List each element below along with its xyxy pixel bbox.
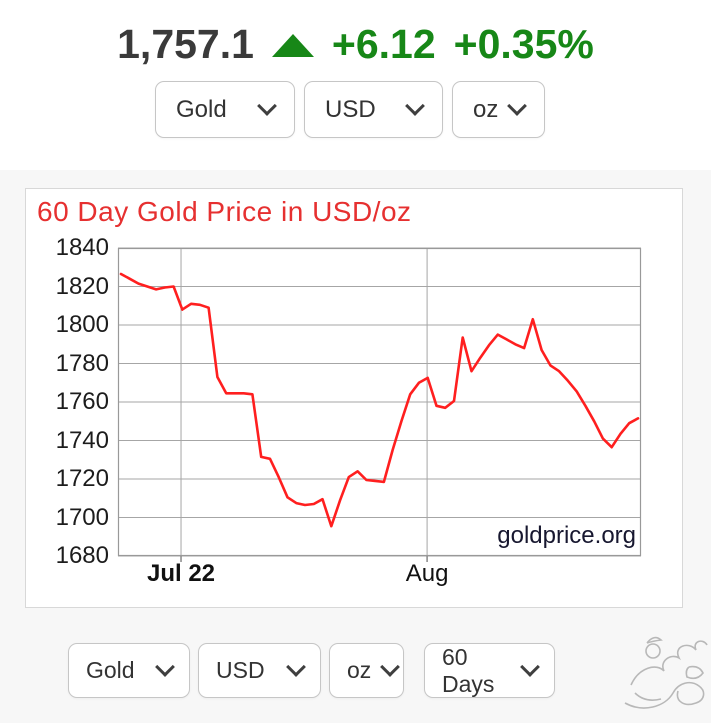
- chevron-down-icon: [155, 657, 175, 677]
- x-axis-labels: Jul 22 Aug: [118, 560, 641, 592]
- x-tick-label: Aug: [405, 560, 449, 587]
- price-change-percent: +0.35%: [453, 21, 594, 67]
- bottom-controls: Gold USD oz 60 Days: [68, 643, 555, 698]
- y-tick-label: 1720: [55, 465, 109, 492]
- unit-select-top-value: oz: [473, 95, 499, 123]
- currency-select-bottom[interactable]: USD: [198, 643, 321, 698]
- y-tick-label: 1780: [55, 349, 109, 377]
- y-tick-label: 1840: [55, 234, 109, 261]
- y-tick-label: 1760: [55, 388, 109, 415]
- y-axis-labels: 1840 1820 1800 1780 1760 1740 1720 1700 1680: [26, 235, 113, 569]
- y-tick-label: 1700: [55, 503, 109, 531]
- unit-select-bottom-value: oz: [347, 657, 372, 683]
- y-tick-label: 1800: [55, 311, 109, 338]
- chevron-down-icon: [286, 657, 306, 677]
- y-tick-label: 1740: [55, 426, 109, 454]
- price-header: 1,757.1 +6.12 +0.35%: [0, 24, 711, 65]
- chevron-down-icon: [257, 96, 277, 116]
- up-triangle-icon: [271, 34, 314, 57]
- metal-select-bottom-value: Gold: [86, 657, 135, 683]
- currency-select-bottom-value: USD: [216, 657, 265, 683]
- currency-select-top-value: USD: [325, 95, 376, 123]
- x-tick-label: Jul 22: [146, 560, 216, 587]
- unit-select-bottom[interactable]: oz: [329, 643, 404, 698]
- gold-price-line-chart: [117, 247, 642, 562]
- currency-select-top[interactable]: USD: [304, 81, 443, 138]
- chevron-down-icon: [405, 96, 425, 116]
- chevron-down-icon: [507, 96, 528, 116]
- current-price: 1,757.1: [117, 21, 254, 67]
- period-select-value: 60 Days: [442, 643, 495, 697]
- y-tick-label: 1680: [55, 542, 109, 569]
- gold-price-series: [119, 272, 640, 528]
- metal-select-bottom[interactable]: Gold: [68, 643, 190, 698]
- metal-select-top[interactable]: Gold: [155, 81, 295, 138]
- chart-title: 60 Day Gold Price in USD/oz: [37, 196, 412, 227]
- period-select[interactable]: 60 Days: [424, 643, 555, 698]
- goldprice-watermark: goldprice.org: [497, 522, 636, 549]
- top-controls: Gold USD oz: [155, 81, 545, 138]
- y-tick-label: 1820: [55, 272, 109, 300]
- chart-card: 60 Day Gold Price in USD/oz 1840 1820 1800…: [25, 188, 683, 608]
- unit-select-top[interactable]: oz: [452, 81, 545, 138]
- chevron-down-icon: [520, 657, 540, 677]
- calligraphy-logo-watermark: [624, 636, 708, 709]
- chevron-down-icon: [380, 657, 401, 677]
- price-change-absolute: +6.12: [331, 21, 436, 67]
- metal-select-top-value: Gold: [176, 95, 227, 123]
